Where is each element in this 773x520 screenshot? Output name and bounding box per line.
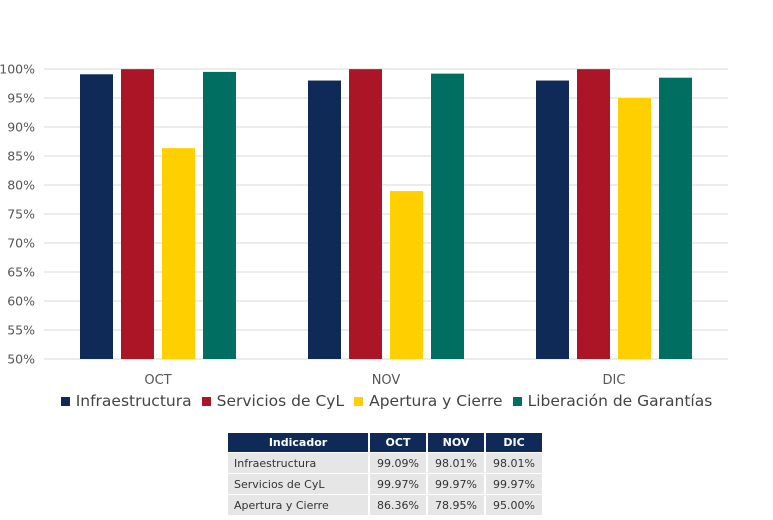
table-header-indicador: Indicador xyxy=(228,433,368,452)
y-tick-label: 100% xyxy=(0,62,35,77)
table-row: Infraestructura 99.09% 98.01% 98.01% xyxy=(228,453,542,473)
bar-infraestructura-nov xyxy=(308,80,341,360)
legend-swatch xyxy=(354,396,364,406)
y-tick-label: 90% xyxy=(7,120,35,135)
table-header-nov: NOV xyxy=(428,433,484,452)
legend-item-liberacion: Liberación de Garantías xyxy=(512,392,713,410)
table-cell: 78.95% xyxy=(428,495,484,515)
bar-liberación-oct xyxy=(203,71,236,360)
table-cell: 99.97% xyxy=(428,474,484,494)
table-header-oct: OCT xyxy=(370,433,426,452)
y-tick-label: 85% xyxy=(7,149,35,164)
x-tick-label: NOV xyxy=(372,373,401,388)
bar-infraestructura-oct xyxy=(80,74,113,359)
y-tick-label: 95% xyxy=(7,91,35,106)
y-tick-label: 75% xyxy=(7,207,35,222)
legend-label: Servicios de CyL xyxy=(216,392,345,410)
x-tick-label: DIC xyxy=(603,373,626,388)
y-tick-label: 80% xyxy=(7,178,35,193)
indicator-table: Indicador OCT NOV DIC Infraestructura 99… xyxy=(226,432,544,516)
legend: Infraestructura Servicios de CyL Apertur… xyxy=(0,392,773,410)
legend-label: Liberación de Garantías xyxy=(527,392,713,410)
table-header-dic: DIC xyxy=(486,433,542,452)
y-tick-label: 55% xyxy=(7,323,35,338)
bar-apertura-oct xyxy=(162,148,195,359)
bar-liberación-dic xyxy=(659,77,692,359)
table-cell: 86.36% xyxy=(370,495,426,515)
legend-item-infraestructura: Infraestructura xyxy=(60,392,192,410)
table-cell: 98.01% xyxy=(428,453,484,473)
data-table: Indicador OCT NOV DIC Infraestructura 99… xyxy=(226,432,544,516)
table-cell: 95.00% xyxy=(486,495,542,515)
legend-swatch xyxy=(201,396,211,406)
table-cell: 99.09% xyxy=(370,453,426,473)
legend-item-servicios: Servicios de CyL xyxy=(201,392,345,410)
table-cell: Servicios de CyL xyxy=(228,474,368,494)
table-cell: 99.97% xyxy=(486,474,542,494)
bar-servicios-dic xyxy=(577,69,610,359)
table-cell: Apertura y Cierre xyxy=(228,495,368,515)
legend-swatch xyxy=(512,396,522,406)
legend-label: Infraestructura xyxy=(75,392,192,410)
y-tick-label: 60% xyxy=(7,294,35,309)
bar-servicios-oct xyxy=(121,69,154,359)
bar-apertura-dic xyxy=(618,98,651,359)
x-tick-label: OCT xyxy=(144,373,171,388)
legend-swatch xyxy=(60,396,70,406)
bar-infraestructura-dic xyxy=(536,80,569,360)
table-cell: 99.97% xyxy=(370,474,426,494)
legend-item-apertura: Apertura y Cierre xyxy=(354,392,503,410)
table-cell: Infraestructura xyxy=(228,453,368,473)
bar-chart: 50% 55% 60% 65% 70% 75% 80% 85% 90% 95% 100% OCT NOV… xyxy=(0,62,728,388)
bar-apertura-nov xyxy=(390,191,423,359)
y-tick-label: 65% xyxy=(7,265,35,280)
table-row: Apertura y Cierre 86.36% 78.95% 95.00% xyxy=(228,495,542,515)
y-tick-label: 70% xyxy=(7,236,35,251)
table-row: Servicios de CyL 99.97% 99.97% 99.97% xyxy=(228,474,542,494)
bar-liberación-nov xyxy=(431,73,464,359)
bar-servicios-nov xyxy=(349,69,382,359)
table-cell: 98.01% xyxy=(486,453,542,473)
table-header-row: Indicador OCT NOV DIC xyxy=(228,433,542,452)
y-tick-label: 50% xyxy=(7,352,35,367)
legend-label: Apertura y Cierre xyxy=(369,392,503,410)
